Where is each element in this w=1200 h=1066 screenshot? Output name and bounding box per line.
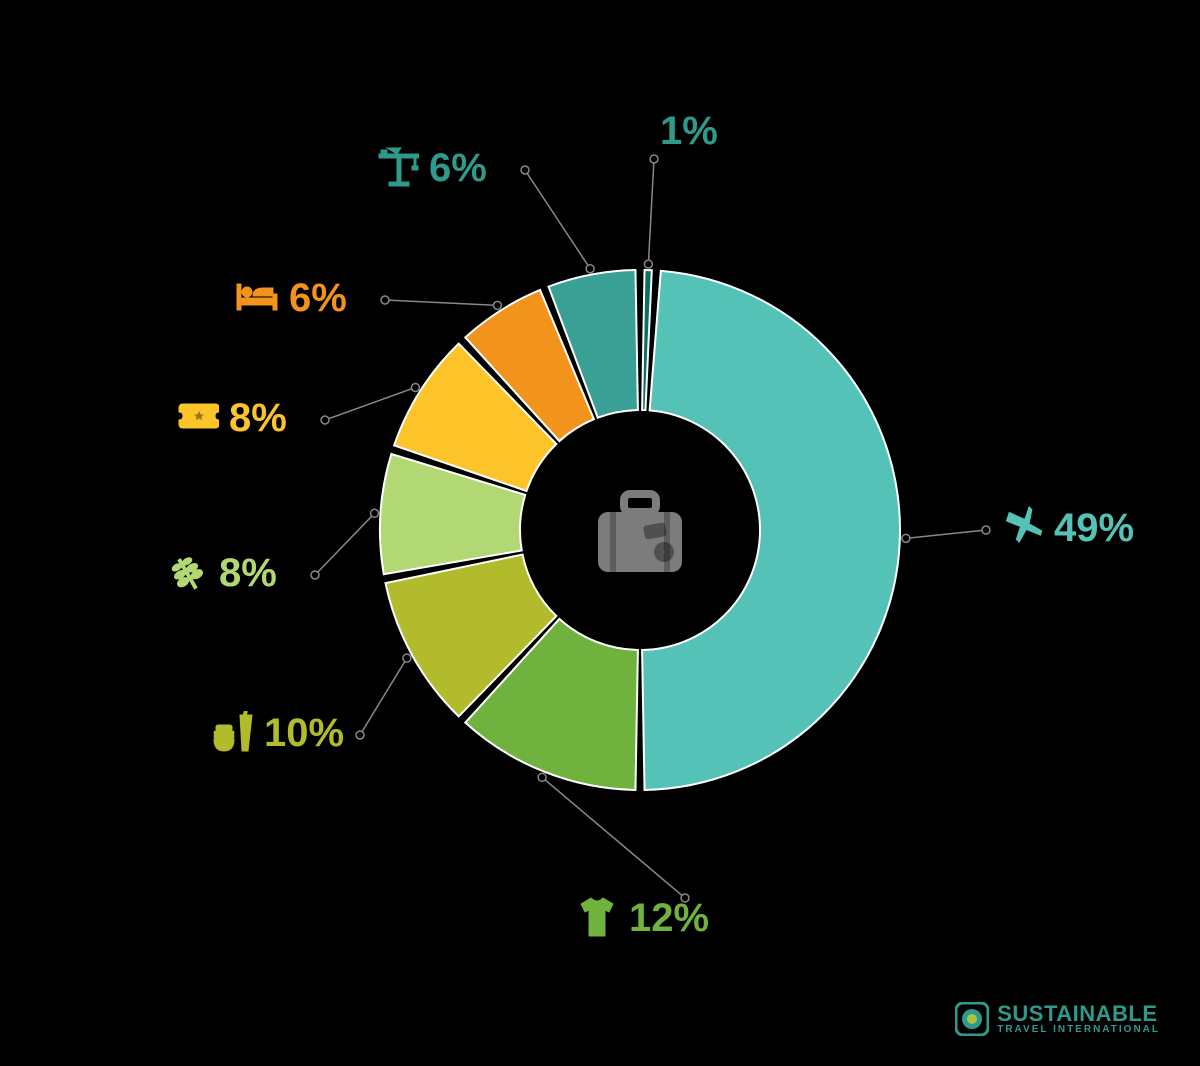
- airplane-icon: [1000, 506, 1044, 550]
- leader-line: [315, 513, 375, 575]
- slice-label: 10%: [210, 711, 344, 755]
- slice-label: 49%: [1000, 506, 1134, 550]
- slice-pct: 6%: [429, 148, 487, 188]
- fooddrink-icon: [210, 711, 254, 755]
- leader-line: [360, 658, 407, 735]
- slice-label: 6%: [375, 146, 487, 190]
- crane-icon: [375, 146, 419, 190]
- brand-name-top: SUSTAINABLE: [997, 1003, 1160, 1025]
- suitcase-icon: [598, 494, 682, 572]
- slice-pct: 1%: [660, 111, 718, 151]
- wheat-icon: [165, 551, 209, 595]
- leader-line: [906, 530, 986, 538]
- leader-line: [385, 300, 497, 305]
- brand-footer: SUSTAINABLE TRAVEL INTERNATIONAL: [955, 1002, 1160, 1036]
- slice-label: 8%: [175, 396, 287, 440]
- slice-pct: 8%: [229, 398, 287, 438]
- slice-label: 8%: [165, 551, 277, 595]
- slice-pct: 12%: [629, 898, 709, 938]
- slice-pct: 6%: [289, 278, 347, 318]
- slice-pct: 8%: [219, 553, 277, 593]
- brand-name-bottom: TRAVEL INTERNATIONAL: [997, 1025, 1160, 1035]
- slice-label: 6%: [235, 276, 347, 320]
- slice-pct: 10%: [264, 713, 344, 753]
- slice-label: 1%: [660, 111, 718, 151]
- leader-line: [542, 777, 685, 898]
- tshirt-icon: [575, 896, 619, 940]
- brand-logo-icon: [955, 1002, 989, 1036]
- ticket-icon: [175, 396, 219, 440]
- slice-label: 12%: [575, 896, 709, 940]
- leader-line: [525, 170, 590, 269]
- leader-line: [648, 159, 654, 264]
- leader-line: [325, 387, 415, 420]
- bed-icon: [235, 276, 279, 320]
- slice-pct: 49%: [1054, 508, 1134, 548]
